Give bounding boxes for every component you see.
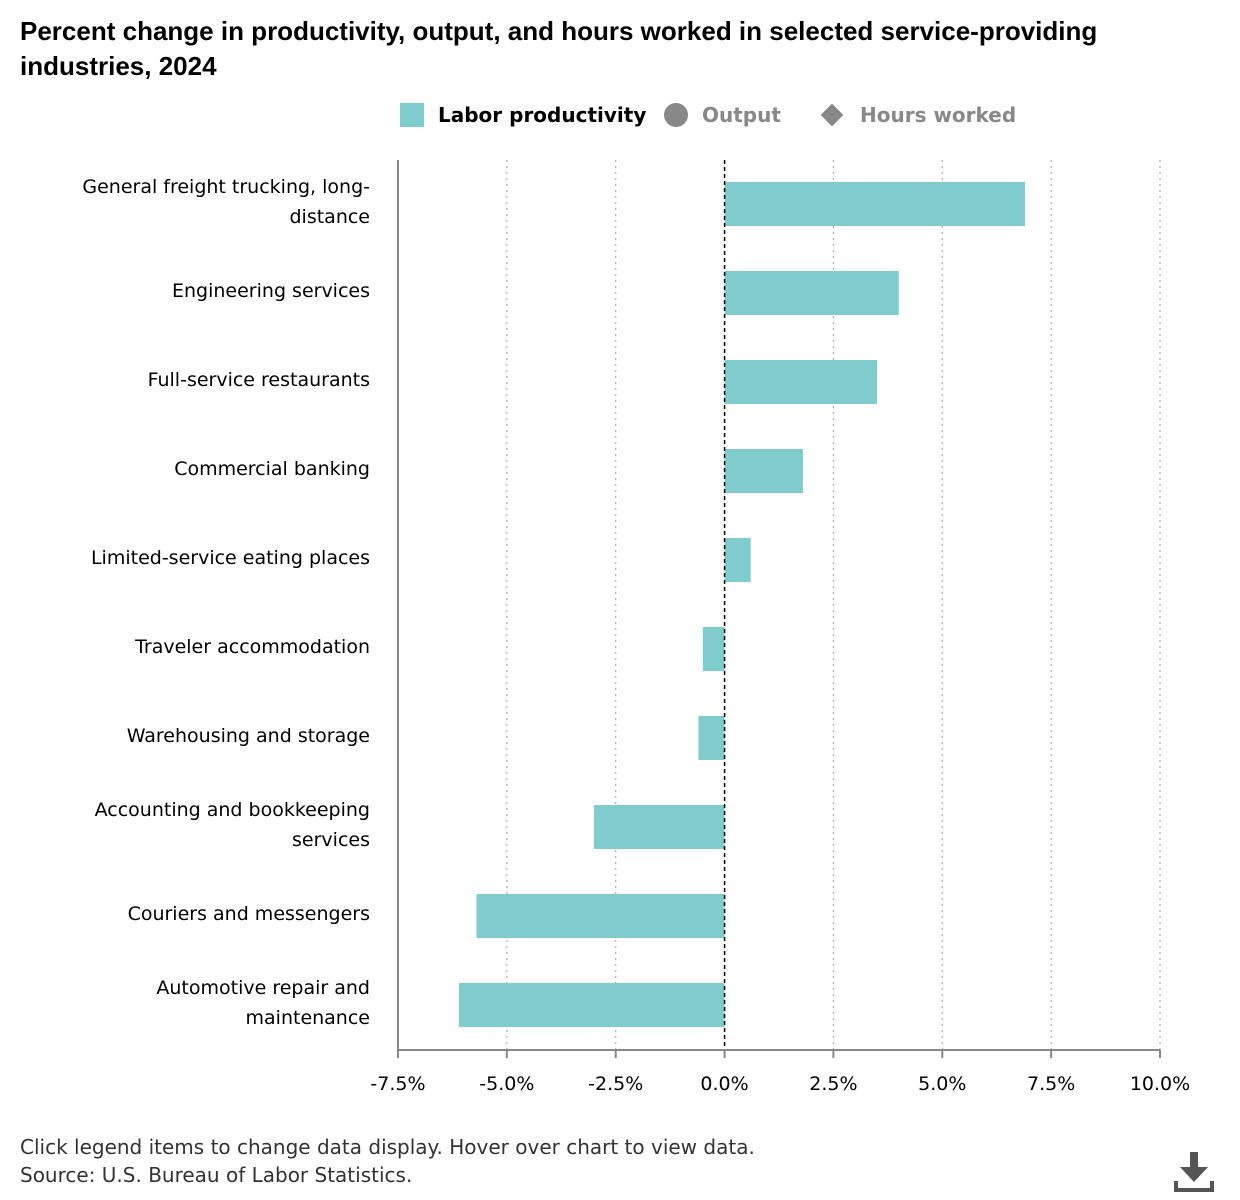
x-tick-label: 2.5% [809,1073,857,1095]
download-icon [1174,1152,1214,1192]
x-tick-label: 0.0% [700,1073,748,1095]
category-label-line: maintenance [245,1007,370,1029]
download-button[interactable] [1170,1150,1218,1194]
bar[interactable] [724,271,899,315]
legend: Labor productivity Output Hours worked [0,98,1240,132]
chart-title: Percent change in productivity, output, … [20,16,1098,81]
legend-label: Output [702,103,781,127]
legend-label: Labor productivity [438,103,647,127]
bar[interactable] [593,805,725,849]
category-label-line: Traveler accommodation [135,636,370,658]
category-label-line: General freight trucking, long- [82,176,370,198]
square-icon [400,103,424,127]
category-label: Warehousing and storage [40,721,370,751]
x-tick-label: -2.5% [588,1073,643,1095]
x-tick-label: -5.0% [479,1073,534,1095]
category-label: Commercial banking [40,454,370,484]
bar[interactable] [702,627,725,671]
category-label-line: Couriers and messengers [127,903,370,925]
x-tick-label: 10.0% [1130,1073,1190,1095]
category-label-line: services [292,829,370,851]
legend-item-output[interactable]: Output [664,98,781,132]
bar[interactable] [458,983,725,1027]
category-label: Automotive repair and maintenance [40,973,370,1033]
category-label-line: Commercial banking [174,458,370,480]
category-label-line: Warehousing and storage [126,725,370,747]
x-tick-label: 7.5% [1027,1073,1075,1095]
category-label-line: Full-service restaurants [147,369,370,391]
footer: Click legend items to change data displa… [20,1133,755,1189]
category-label: Engineering services [40,276,370,306]
bar[interactable] [724,449,803,493]
category-label-line: Limited-service eating places [90,547,370,569]
legend-item-hours-worked[interactable]: Hours worked [820,98,1016,132]
category-label: Couriers and messengers [40,899,370,929]
category-label-line: Accounting and bookkeeping [94,799,370,821]
bar[interactable] [698,716,725,760]
bar[interactable] [724,182,1026,226]
category-label: Full-service restaurants [40,365,370,395]
category-label: General freight trucking, long-distance [40,172,370,232]
category-label-line: distance [289,206,370,228]
circle-icon [664,103,688,127]
bar[interactable] [476,894,725,938]
category-label-line: Engineering services [172,280,370,302]
category-label: Limited-service eating places [40,543,370,573]
x-tick-label: -7.5% [370,1073,425,1095]
bar[interactable] [724,538,751,582]
category-label-line: Automotive repair and [156,977,370,999]
legend-item-labor-productivity[interactable]: Labor productivity [400,98,646,132]
category-label: Accounting and bookkeeping services [40,795,370,855]
bar[interactable] [724,360,877,404]
footer-source: Source: U.S. Bureau of Labor Statistics. [20,1163,413,1187]
footer-note: Click legend items to change data displa… [20,1135,755,1159]
legend-label: Hours worked [860,103,1017,127]
category-label: Traveler accommodation [40,632,370,662]
bar-chart[interactable]: -7.5% -5.0% -2.5% 0.0% 2.5% 5.0% 7.5% 10.0% [0,0,1240,1130]
x-tick-label: 5.0% [918,1073,966,1095]
